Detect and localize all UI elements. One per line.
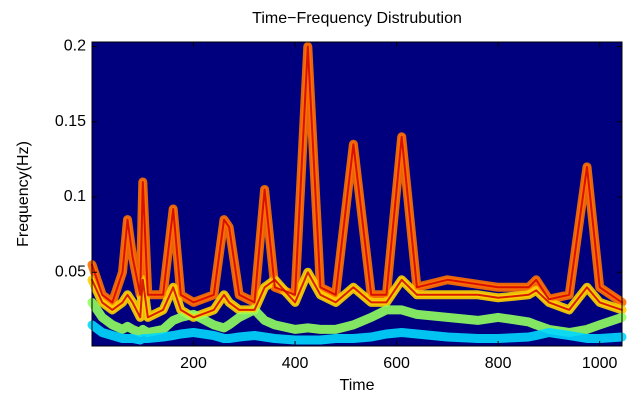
x-tick-label: 400 [282, 355, 309, 372]
ridge-highlight [91, 45, 623, 304]
x-tick-label: 600 [383, 355, 410, 372]
x-tick-label: 800 [485, 355, 512, 372]
y-axis-label: Frequency(Hz) [15, 141, 32, 247]
ridge [87, 320, 627, 345]
x-tick-label: 1000 [582, 355, 618, 372]
ridge-highlight [91, 271, 623, 319]
y-tick-label: 0.15 [55, 113, 86, 130]
y-tick-label: 0.05 [55, 263, 86, 280]
x-tick-label: 200 [180, 355, 207, 372]
ridge [87, 297, 627, 337]
chart-title: Time−Frequency Distrubution [252, 10, 462, 27]
plot-frame [91, 41, 623, 347]
x-axis-label: Time [340, 377, 375, 394]
y-tick-label: 0.2 [64, 38, 86, 55]
y-tick-label: 0.1 [64, 188, 86, 205]
